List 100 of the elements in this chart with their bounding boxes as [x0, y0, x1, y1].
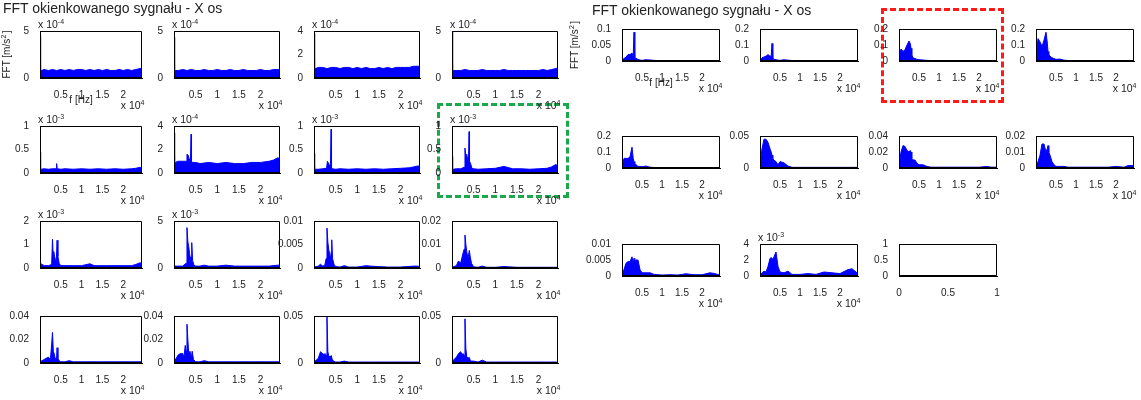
x-tick-label: 2	[397, 88, 404, 100]
x-tick-label: 0.5	[188, 373, 204, 385]
chart-title: FFT okienkowanego sygnału - X os	[3, 0, 223, 16]
y-tick-label: 0.1	[1011, 38, 1026, 50]
y-tick-label: 1	[297, 119, 304, 131]
x-tick-label: 1.5	[1089, 71, 1104, 83]
x-tick-label: 1.5	[371, 373, 387, 385]
y-tick-label: 0.2	[597, 129, 612, 141]
x-tick-label: 0.5	[466, 88, 482, 100]
x-tick-label: 1.5	[952, 71, 967, 83]
x-tick-label: 2	[120, 183, 127, 195]
y-tick-label: 2	[157, 143, 164, 155]
x-tick-label: 0.5	[773, 71, 788, 83]
x-tick-label: 2	[535, 88, 542, 100]
y-tick-label: 0	[605, 54, 612, 66]
x-tick-label: 0.5	[53, 278, 69, 290]
x-tick-label: 0.5	[53, 88, 69, 100]
y-tick-label: 0	[297, 166, 304, 178]
y-tick-label: 0	[435, 261, 442, 273]
x-tick-label: 1.5	[231, 373, 247, 385]
x-tick-label: 1.5	[371, 183, 387, 195]
y-tick-label: 0.5	[15, 143, 30, 155]
y-tick-label: 0.5	[874, 253, 889, 265]
y-tick-label: 5	[157, 214, 164, 226]
y-tick-label: 0.02	[143, 333, 164, 345]
x-tick-label: 2	[1113, 71, 1120, 83]
x-tick-label: 2	[837, 286, 844, 298]
y-tick-label: 0	[882, 161, 889, 173]
x-tick-label: 0.5	[635, 286, 650, 298]
x-tick-label: 1.5	[509, 373, 525, 385]
x-tick-label: 0.5	[328, 278, 344, 290]
x-tick-label: 2	[257, 88, 264, 100]
x-tick-label: 0.5	[53, 373, 69, 385]
x-tick-label: 1.5	[231, 183, 247, 195]
x-tick-label: 1.5	[509, 183, 525, 195]
x-tick-label: 0.5	[635, 178, 650, 190]
x-tick-label: 1	[214, 278, 221, 290]
x-tick-label: 1	[354, 373, 361, 385]
y-tick-label: 4	[157, 119, 164, 131]
y-tick-label: 0	[435, 166, 442, 178]
y-tick-label: 0.05	[421, 309, 442, 321]
x-tick-label: 1.5	[231, 278, 247, 290]
x-tick-label: 1.5	[95, 183, 110, 195]
x-tick-label: 1	[659, 286, 666, 298]
y-tick-label: 0	[435, 356, 442, 368]
y-tick-label: 2	[297, 48, 304, 60]
x-tick-label: 2	[837, 71, 844, 83]
x-tick-label: 2	[535, 183, 542, 195]
x-tick-label: 0.5	[912, 71, 927, 83]
x-tick-label: 2	[120, 373, 127, 385]
y-tick-label: 0.5	[289, 143, 304, 155]
x-tick-label: 0.5	[466, 278, 482, 290]
x-tick-label: 1.5	[675, 71, 690, 83]
x-tick-label: 0.5	[635, 71, 650, 83]
y-tick-label: 0	[605, 161, 612, 173]
y-tick-label: 0.05	[591, 38, 612, 50]
x-tick-label: 0.5	[466, 373, 482, 385]
y-tick-label: 0.1	[874, 38, 889, 50]
y-tick-label: 0.02	[1005, 129, 1026, 141]
y-tick-label: 0.02	[868, 145, 889, 157]
x-tick-label: 1.5	[813, 178, 828, 190]
x-tick-label: 1	[78, 183, 85, 195]
y-tick-label: 0.01	[1005, 145, 1026, 157]
y-tick-label: 0.04	[143, 309, 164, 321]
y-tick-label: 0	[1019, 54, 1026, 66]
x-tick-label: 0.5	[53, 183, 69, 195]
x-tick-label: 1	[354, 278, 361, 290]
y-tick-label: 4	[297, 24, 304, 36]
y-tick-label: 0	[157, 166, 164, 178]
x-tick-label: 2	[976, 178, 983, 190]
x-tick-label: 2	[397, 373, 404, 385]
x-tick-label: 1	[797, 178, 804, 190]
x-tick-label: 1.5	[675, 178, 690, 190]
y-tick-label: 0.04	[868, 129, 889, 141]
x-tick-label: 2	[1113, 178, 1120, 190]
x-tick-label: 0.5	[466, 183, 482, 195]
x-tick-label: 1	[492, 278, 499, 290]
x-tick-label: 2	[257, 373, 264, 385]
x-tick-label: 2	[257, 278, 264, 290]
x-tick-label: 1.5	[95, 373, 110, 385]
y-tick-label: 0.05	[283, 309, 304, 321]
x-tick-label: 0.5	[188, 278, 204, 290]
y-tick-label: 1	[882, 237, 889, 249]
x-tick-label: 1	[492, 183, 499, 195]
y-tick-label: 2	[23, 214, 30, 226]
y-tick-label: 0	[297, 356, 304, 368]
y-tick-label: 0.05	[729, 129, 750, 141]
y-tick-label: 0.1	[735, 38, 750, 50]
x-tick-label: 1.5	[95, 88, 110, 100]
x-tick-label: 2	[120, 278, 127, 290]
y-tick-label: 0	[23, 261, 30, 273]
y-tick-label: 0.02	[9, 333, 30, 345]
x-tick-label: 0	[896, 286, 903, 298]
y-tick-label: 0.1	[597, 22, 612, 34]
x-tick-label: 2	[257, 183, 264, 195]
y-tick-label: 1	[23, 238, 30, 250]
x-tick-label: 2	[397, 183, 404, 195]
x-tick-label: 1	[1073, 178, 1080, 190]
x-tick-label: 0.5	[912, 178, 927, 190]
x-tick-label: 1	[78, 278, 85, 290]
